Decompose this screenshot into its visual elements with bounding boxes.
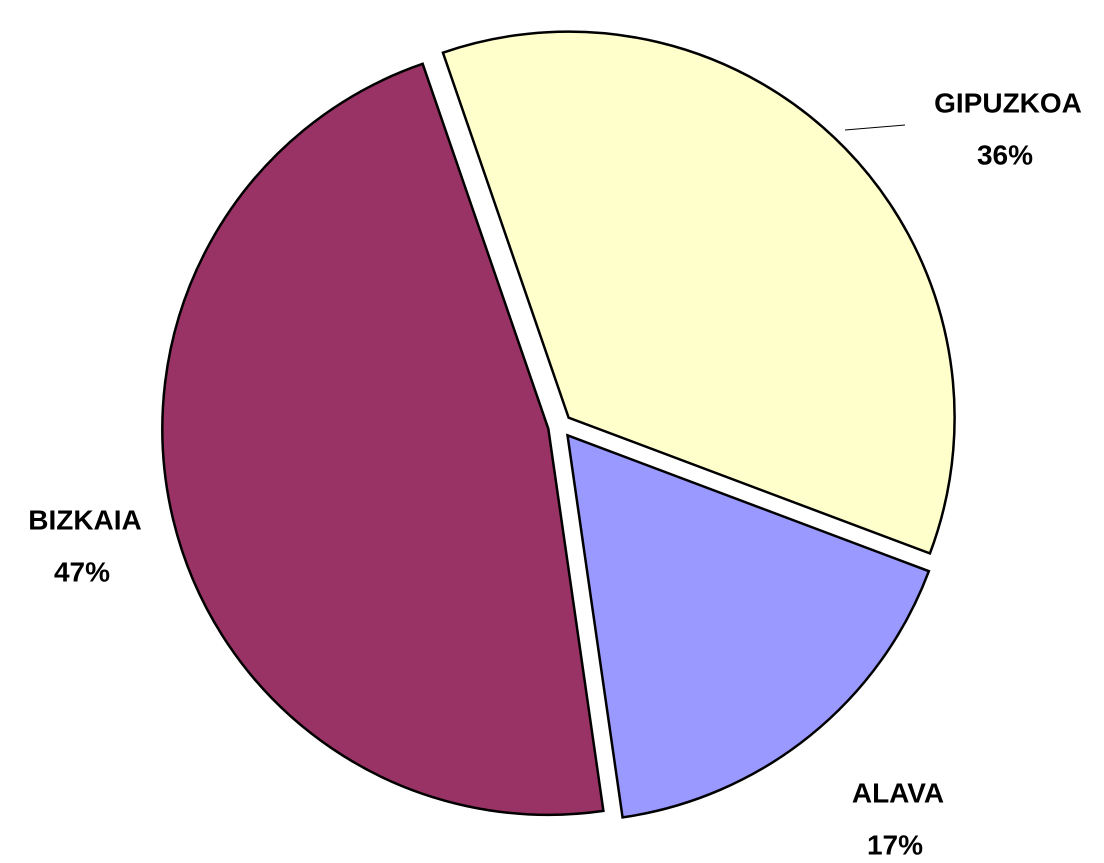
- slice-value-label: 47%: [54, 556, 110, 587]
- slice-label: ALAVA: [852, 777, 944, 808]
- pie-slice: [565, 433, 931, 819]
- leader-line: [844, 124, 906, 131]
- slice-label: BIZKAIA: [28, 504, 142, 535]
- slice-value-label: 36%: [977, 139, 1033, 170]
- slice-label: GIPUZKOA: [934, 87, 1082, 118]
- pie-slice: [441, 30, 956, 556]
- pie-slice: [161, 62, 605, 817]
- slice-value-label: 17%: [867, 829, 923, 860]
